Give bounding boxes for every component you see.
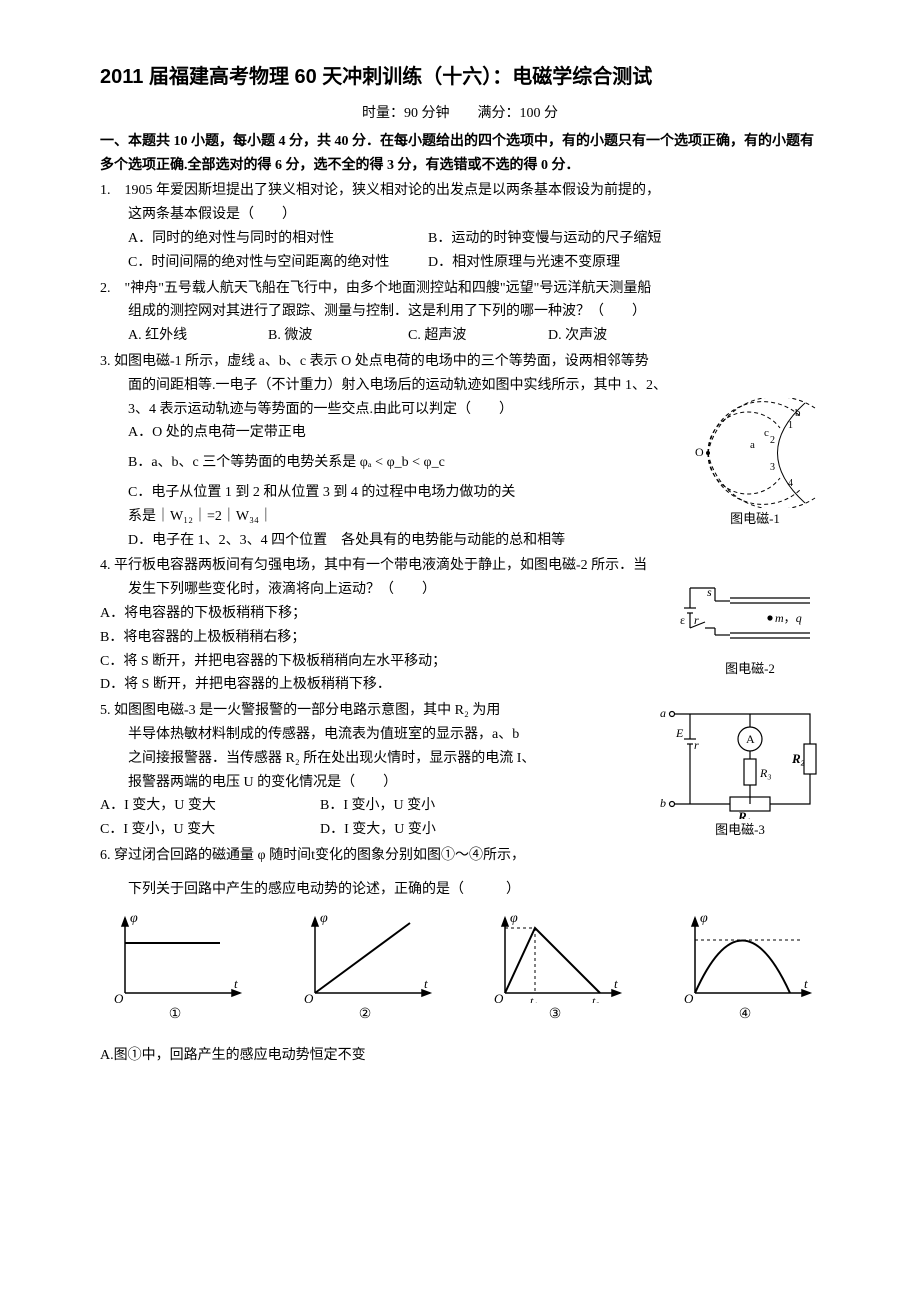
svg-text:t₂: t₂ — [592, 994, 600, 1003]
svg-text:O: O — [494, 991, 504, 1003]
svg-text:t: t — [424, 976, 428, 991]
page-title: 2011 届福建高考物理 60 天冲刺训练（十六）：电磁学综合测试 — [100, 60, 820, 94]
q3-stem-2: 面的间距相等.一电子（不计重力）射入电场后的运动轨迹如图中实线所示，其中 1、2… — [100, 374, 820, 398]
q1-opt-d: D．相对性原理与光速不变原理 — [428, 251, 728, 275]
svg-text:O: O — [114, 991, 124, 1003]
svg-text:t: t — [804, 976, 808, 991]
graph-2-label: ② — [290, 1003, 440, 1027]
q1-opt-a: A．同时的绝对性与同时的相对性 — [128, 227, 428, 251]
q5-opt-d: D．I 变大，U 变小 — [320, 818, 620, 842]
svg-text:1: 1 — [788, 420, 793, 431]
q5-opt-b: B．I 变小，U 变小 — [320, 794, 620, 818]
svg-text:4: 4 — [788, 478, 793, 489]
svg-text:c: c — [764, 427, 769, 439]
exam-meta: 时量：90 分钟 满分：100 分 — [100, 102, 820, 126]
svg-text:E: E — [675, 726, 684, 740]
question-3: 3. 如图电磁-1 所示，虚线 a、b、c 表示 O 处点电荷的电场中的三个等势… — [100, 350, 820, 552]
q2-opt-d: D. 次声波 — [548, 324, 688, 348]
graph-3-label: ③ — [480, 1003, 630, 1027]
section-1-head: 一、本题共 10 小题，每小题 4 分，共 40 分．在每小题给出的四个选项中，… — [100, 130, 820, 178]
figure-em-3-caption: 图电磁-3 — [660, 819, 820, 841]
q4-stem-1: 4. 平行板电容器两板间有匀强电场，其中有一个带电液滴处于静止，如图电磁-2 所… — [100, 554, 820, 578]
figure-em-2-caption: 图电磁-2 — [680, 658, 820, 680]
svg-text:b: b — [795, 407, 801, 419]
svg-text:ε: ε — [680, 613, 685, 627]
q6-stem-1: 6. 穿过闭合回路的磁通量 φ 随时间t变化的图象分别如图①～④所示， — [100, 844, 820, 868]
svg-text:r: r — [694, 613, 699, 627]
svg-text:3: 3 — [770, 462, 775, 473]
svg-text:t₁: t₁ — [530, 994, 538, 1003]
q1-stem-2: 这两条基本假设是（ ） — [100, 203, 820, 227]
svg-text:φ: φ — [510, 911, 518, 926]
svg-text:a: a — [750, 439, 755, 451]
question-2: 2. "神舟"五号载人航天飞船在飞行中，由多个地面测控站和四艘"远望"号远洋航天… — [100, 277, 820, 348]
svg-text:t: t — [234, 976, 238, 991]
q2-opt-b: B. 微波 — [268, 324, 408, 348]
svg-text:R₂: R₂ — [791, 751, 805, 766]
svg-text:R₃: R₃ — [759, 766, 772, 780]
svg-text:t: t — [614, 976, 618, 991]
svg-text:φ: φ — [130, 911, 138, 926]
q5-opt-a: A．I 变大，U 变大 — [100, 794, 320, 818]
svg-text:R₁: R₁ — [737, 809, 751, 819]
figure-em-1-caption: 图电磁-1 — [690, 508, 820, 530]
q3-opt-d: D．电子在 1、2、3、4 四个位置 各处具有的电势能与动能的总和相等 — [100, 529, 820, 553]
graph-2: φ t O ② — [290, 908, 440, 1027]
svg-text:A: A — [746, 732, 755, 746]
figure-em-1: O a c b 1 2 3 4 图电磁-1 — [690, 398, 820, 530]
graph-4: φ t O ④ — [670, 908, 820, 1027]
svg-text:b: b — [660, 796, 666, 810]
graph-3: φ t O t₁ t₂ ③ — [480, 908, 630, 1027]
svg-text:O: O — [304, 991, 314, 1003]
q2-stem-2: 组成的测控网对其进行了跟踪、测量与控制．这是利用了下列的哪一种波？（ ） — [100, 300, 820, 324]
q2-opt-c: C. 超声波 — [408, 324, 548, 348]
q1-opt-b: B．运动的时钟变慢与运动的尺子缩短 — [428, 227, 728, 251]
question-6: 6. 穿过闭合回路的磁通量 φ 随时间t变化的图象分别如图①～④所示， 下列关于… — [100, 844, 820, 1068]
figure-em-3: a b E r A R₃ R₂ R₁ 图电磁-3 — [660, 699, 820, 841]
q3-stem-1: 3. 如图电磁-1 所示，虚线 a、b、c 表示 O 处点电荷的电场中的三个等势… — [100, 350, 820, 374]
svg-text:O: O — [695, 445, 704, 459]
q1-opt-c: C．时间间隔的绝对性与空间距离的绝对性 — [128, 251, 428, 275]
q6-stem-2: 下列关于回路中产生的感应电动势的论述，正确的是（ ） — [100, 878, 820, 902]
svg-text:a: a — [660, 706, 666, 720]
svg-text:2: 2 — [770, 435, 775, 446]
q1-stem-1: 1. 1905 年爱因斯坦提出了狭义相对论，狭义相对论的出发点是以两条基本假设为… — [100, 179, 820, 203]
q2-opt-a: A. 红外线 — [128, 324, 268, 348]
graph-1-label: ① — [100, 1003, 250, 1027]
q5-opt-c: C．I 变小，U 变大 — [100, 818, 320, 842]
q6-opt-a: A.图①中，回路产生的感应电动势恒定不变 — [100, 1044, 820, 1068]
question-1: 1. 1905 年爱因斯坦提出了狭义相对论，狭义相对论的出发点是以两条基本假设为… — [100, 179, 820, 274]
svg-text:φ: φ — [320, 911, 328, 926]
svg-text:O: O — [684, 991, 694, 1003]
question-5: a b E r A R₃ R₂ R₁ 图电磁-3 5. 如图图电磁-3 是一火警… — [100, 699, 820, 842]
svg-text:r: r — [694, 738, 699, 752]
question-4: 4. 平行板电容器两板间有匀强电场，其中有一个带电液滴处于静止，如图电磁-2 所… — [100, 554, 820, 697]
graph-1: φ t O ① — [100, 908, 250, 1027]
q6-graphs: φ t O ① φ t O ② — [100, 908, 820, 1027]
graph-4-label: ④ — [670, 1003, 820, 1027]
figure-em-2: s ε r m，q 图电磁-2 — [680, 578, 820, 680]
svg-text:m，q: m，q — [775, 611, 802, 625]
svg-text:φ: φ — [700, 911, 708, 926]
q2-stem-1: 2. "神舟"五号载人航天飞船在飞行中，由多个地面测控站和四艘"远望"号远洋航天… — [100, 277, 820, 301]
svg-text:s: s — [707, 585, 712, 599]
